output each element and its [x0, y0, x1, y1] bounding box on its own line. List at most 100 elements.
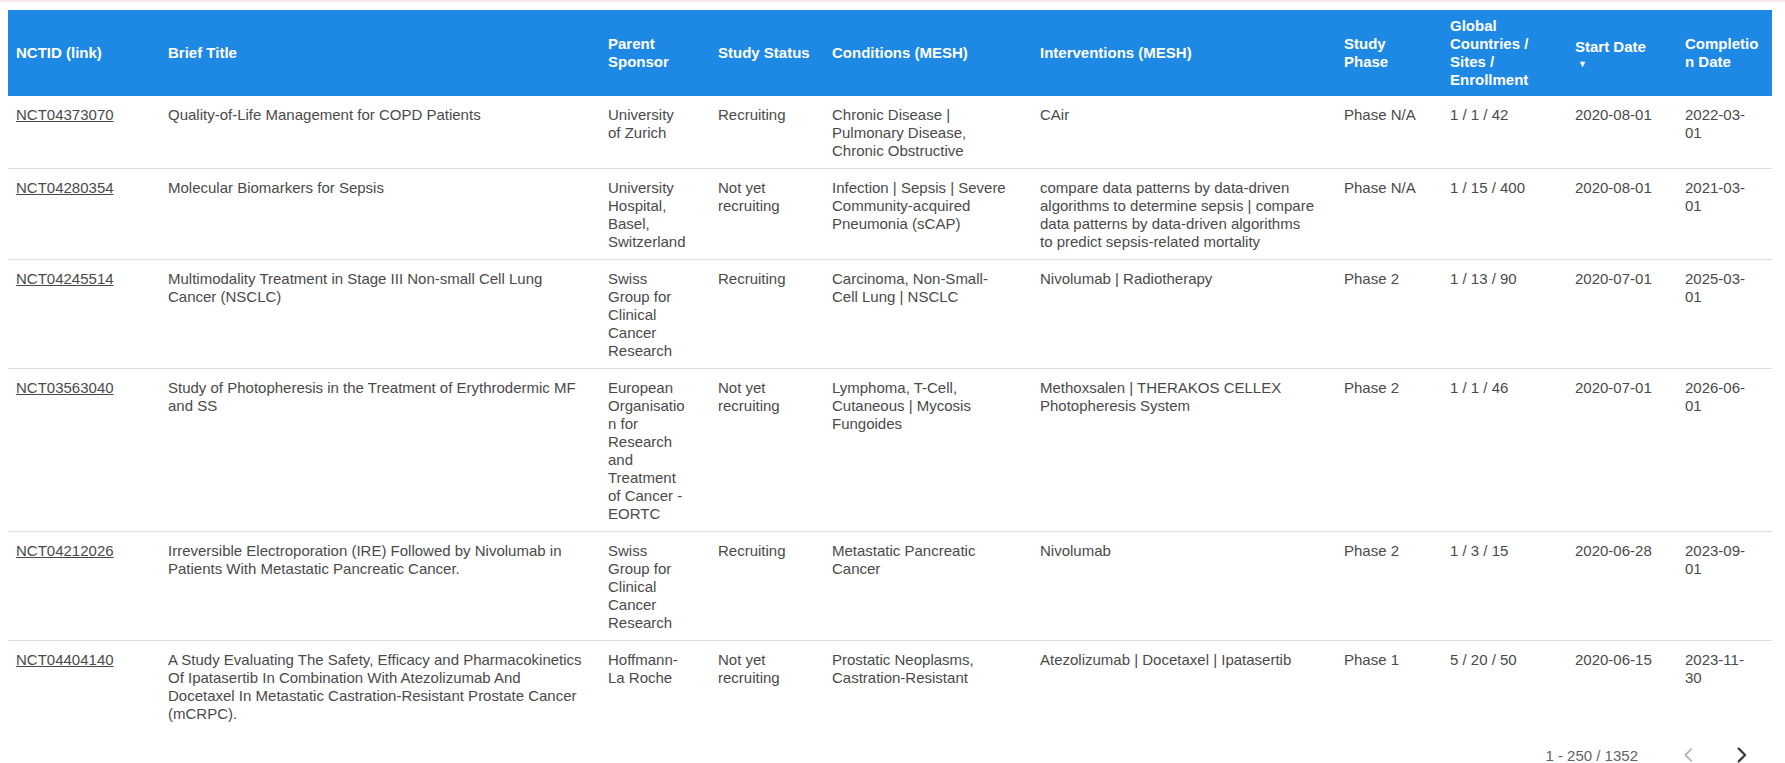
column-header-nctid[interactable]: NCTID (link)	[8, 10, 160, 96]
cell-global-counts: 1 / 1 / 42	[1442, 96, 1567, 169]
column-header-label: Brief Title	[168, 44, 237, 61]
column-header-label: Global Countries / Sites / Enrollment	[1450, 17, 1528, 88]
column-header-parent-sponsor[interactable]: Parent Sponsor	[600, 10, 710, 96]
cell-brief-title: Molecular Biomarkers for Sepsis	[160, 169, 600, 260]
cell-global-counts: 5 / 20 / 50	[1442, 641, 1567, 732]
nctid-link[interactable]: NCT04245514	[16, 270, 114, 287]
cell-conditions: Carcinoma, Non-Small-Cell Lung | NSCLC	[824, 260, 1032, 369]
column-header-label: Study Phase	[1344, 35, 1388, 70]
cell-parent-sponsor: European Organisation for Research and T…	[600, 369, 710, 532]
cell-start-date: 2020-06-28	[1567, 532, 1677, 641]
cell-start-date: 2020-06-15	[1567, 641, 1677, 732]
cell-nctid: NCT03563040	[8, 369, 160, 532]
trial-row: NCT04404140 A Study Evaluating The Safety…	[8, 641, 1772, 732]
chevron-right-icon	[1730, 744, 1752, 763]
cell-completion-date: 2026-06-01	[1677, 369, 1772, 532]
cell-parent-sponsor: Hoffmann-La Roche	[600, 641, 710, 732]
cell-nctid: NCT04245514	[8, 260, 160, 369]
cell-interventions: Methoxsalen | THERAKOS CELLEX Photophere…	[1032, 369, 1336, 532]
column-header-conditions[interactable]: Conditions (MESH)	[824, 10, 1032, 96]
column-header-label: Start Date	[1575, 38, 1646, 55]
cell-global-counts: 1 / 13 / 90	[1442, 260, 1567, 369]
clinical-trials-app: NCTID (link) Brief Title Parent Sponsor Stu…	[0, 0, 1785, 763]
cell-start-date: 2020-08-01	[1567, 96, 1677, 169]
cell-study-status: Not yet recruiting	[710, 369, 824, 532]
column-header-study-phase[interactable]: Study Phase	[1336, 10, 1442, 96]
column-header-study-status[interactable]: Study Status	[710, 10, 824, 96]
cell-global-counts: 1 / 15 / 400	[1442, 169, 1567, 260]
cell-brief-title: Quality-of-Life Management for COPD Pati…	[160, 96, 600, 169]
cell-brief-title: Multimodality Treatment in Stage III Non…	[160, 260, 600, 369]
cell-completion-date: 2022-03-01	[1677, 96, 1772, 169]
cell-interventions: Atezolizumab | Docetaxel | Ipatasertib	[1032, 641, 1336, 732]
nctid-link[interactable]: NCT04280354	[16, 179, 114, 196]
nctid-link[interactable]: NCT04404140	[16, 651, 114, 668]
cell-global-counts: 1 / 3 / 15	[1442, 532, 1567, 641]
cell-completion-date: 2023-09-01	[1677, 532, 1772, 641]
nctid-link[interactable]: NCT04212026	[16, 542, 114, 559]
cell-conditions: Metastatic Pancreatic Cancer	[824, 532, 1032, 641]
cell-completion-date: 2021-03-01	[1677, 169, 1772, 260]
cell-nctid: NCT04404140	[8, 641, 160, 732]
cell-study-phase: Phase N/A	[1336, 96, 1442, 169]
next-page-button[interactable]	[1728, 742, 1754, 763]
cell-interventions: Nivolumab | Radiotherapy	[1032, 260, 1336, 369]
trial-row: NCT04280354 Molecular Biomarkers for Seps…	[8, 169, 1772, 260]
column-header-completion-date[interactable]: Completion Date	[1677, 10, 1772, 96]
cell-global-counts: 1 / 1 / 46	[1442, 369, 1567, 532]
cell-nctid: NCT04212026	[8, 532, 160, 641]
column-header-label: Interventions (MESH)	[1040, 44, 1192, 61]
column-header-label: Parent Sponsor	[608, 35, 669, 70]
column-header-start-date[interactable]: Start Date ▼	[1567, 10, 1677, 96]
cell-study-status: Recruiting	[710, 260, 824, 369]
trial-row: NCT04373070 Quality-of-Life Management fo…	[8, 96, 1772, 169]
cell-nctid: NCT04280354	[8, 169, 160, 260]
pagination-bar: 1 - 250 / 1352	[8, 731, 1772, 763]
trial-row: NCT04212026 Irreversible Electroporation …	[8, 532, 1772, 641]
cell-brief-title: A Study Evaluating The Safety, Efficacy …	[160, 641, 600, 732]
nctid-link[interactable]: NCT04373070	[16, 106, 114, 123]
cell-study-status: Not yet recruiting	[710, 169, 824, 260]
cell-conditions: Chronic Disease | Pulmonary Disease, Chr…	[824, 96, 1032, 169]
cell-study-phase: Phase 1	[1336, 641, 1442, 732]
cell-interventions: compare data patterns by data-driven alg…	[1032, 169, 1336, 260]
cell-conditions: Prostatic Neoplasms, Castration-Resistan…	[824, 641, 1032, 732]
sort-desc-icon: ▼	[1575, 59, 1665, 69]
cell-start-date: 2020-08-01	[1567, 169, 1677, 260]
cell-brief-title: Irreversible Electroporation (IRE) Follo…	[160, 532, 600, 641]
cell-study-status: Not yet recruiting	[710, 641, 824, 732]
clinical-trials-table: NCTID (link) Brief Title Parent Sponsor Stu…	[8, 10, 1772, 731]
cell-interventions: Nivolumab	[1032, 532, 1336, 641]
column-header-brief-title[interactable]: Brief Title	[160, 10, 600, 96]
column-header-label: Conditions (MESH)	[832, 44, 968, 61]
cell-parent-sponsor: Swiss Group for Clinical Cancer Research	[600, 260, 710, 369]
cell-parent-sponsor: Swiss Group for Clinical Cancer Research	[600, 532, 710, 641]
nctid-link[interactable]: NCT03563040	[16, 379, 114, 396]
cell-study-phase: Phase 2	[1336, 260, 1442, 369]
chevron-left-icon	[1678, 744, 1700, 763]
cell-study-phase: Phase 2	[1336, 369, 1442, 532]
cell-study-phase: Phase N/A	[1336, 169, 1442, 260]
page-range-label: 1 - 250 / 1352	[1545, 747, 1638, 763]
column-header-global-counts[interactable]: Global Countries / Sites / Enrollment	[1442, 10, 1567, 96]
column-header-interventions[interactable]: Interventions (MESH)	[1032, 10, 1336, 96]
cell-completion-date: 2025-03-01	[1677, 260, 1772, 369]
cell-conditions: Infection | Sepsis | Severe Community-ac…	[824, 169, 1032, 260]
cell-completion-date: 2023-11-30	[1677, 641, 1772, 732]
cell-brief-title: Study of Photopheresis in the Treatment …	[160, 369, 600, 532]
cell-interventions: CAir	[1032, 96, 1336, 169]
trial-row: NCT04245514 Multimodality Treatment in St…	[8, 260, 1772, 369]
column-header-label: Study Status	[718, 44, 810, 61]
cell-study-status: Recruiting	[710, 532, 824, 641]
table-header-row: NCTID (link) Brief Title Parent Sponsor Stu…	[8, 10, 1772, 96]
cell-study-phase: Phase 2	[1336, 532, 1442, 641]
cell-nctid: NCT04373070	[8, 96, 160, 169]
cell-start-date: 2020-07-01	[1567, 369, 1677, 532]
trial-row: NCT03563040 Study of Photopheresis in the…	[8, 369, 1772, 532]
column-header-label: NCTID (link)	[16, 44, 102, 61]
cell-start-date: 2020-07-01	[1567, 260, 1677, 369]
previous-page-button[interactable]	[1676, 742, 1702, 763]
cell-parent-sponsor: University Hospital, Basel, Switzerland	[600, 169, 710, 260]
cell-conditions: Lymphoma, T-Cell, Cutaneous | Mycosis Fu…	[824, 369, 1032, 532]
cell-parent-sponsor: University of Zurich	[600, 96, 710, 169]
